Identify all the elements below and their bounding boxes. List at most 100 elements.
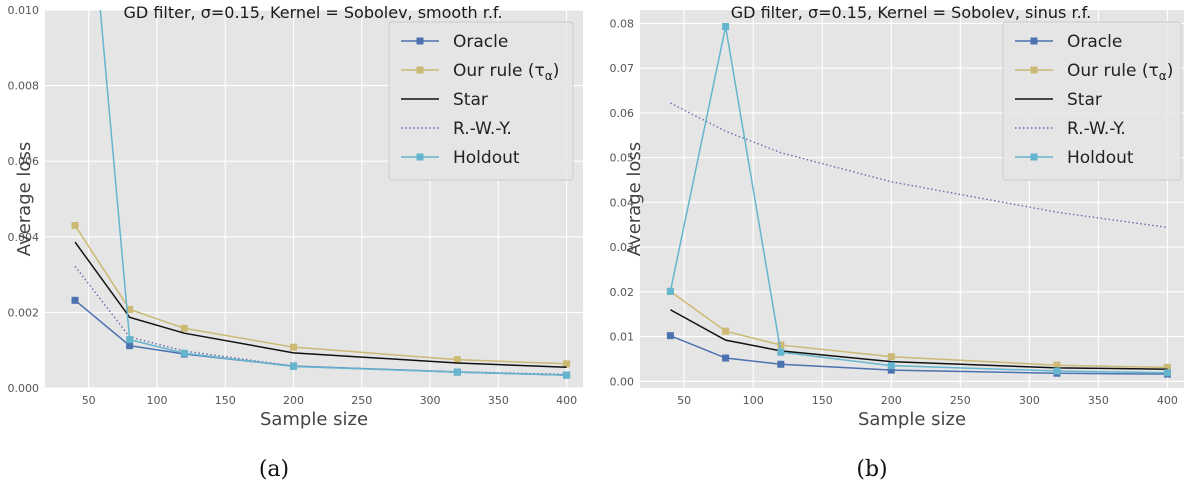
data-point <box>290 362 298 370</box>
x-axis-label: Sample size <box>858 409 966 430</box>
data-point <box>887 362 895 370</box>
x-tick-label: 400 <box>1157 394 1178 407</box>
series-line-star <box>74 241 567 368</box>
legend-label: R.-W.-Y. <box>453 119 512 139</box>
legend-marker <box>416 66 424 74</box>
chart-b: 50 100 150 200 250 300 350 400 0.00 0.01 0.02 0.03 0… <box>610 3 1184 482</box>
data-point <box>777 360 785 368</box>
x-tick-label: 200 <box>283 394 304 407</box>
data-point <box>563 371 571 379</box>
data-point <box>290 343 298 351</box>
y-tick-label: 0.006 <box>8 155 40 168</box>
y-tick-label: 0.08 <box>610 17 635 30</box>
data-point <box>563 360 571 368</box>
data-point <box>1053 367 1061 375</box>
y-tick-label: 0.010 <box>8 4 40 17</box>
x-tick-label: 250 <box>351 394 372 407</box>
y-tick-label: 0.06 <box>610 107 635 120</box>
legend-label: Oracle <box>1067 32 1122 52</box>
x-tick-label: 150 <box>215 394 236 407</box>
y-tick-label: 0.02 <box>610 286 635 299</box>
x-tick-label: 150 <box>812 394 833 407</box>
series-line-oracle <box>670 334 1168 375</box>
y-tick-label: 0.04 <box>610 196 635 209</box>
legend: Oracle Our rule (τα) Star R.-W.-Y. Holdout <box>388 21 574 181</box>
data-point <box>180 349 188 357</box>
data-point <box>1053 361 1061 369</box>
y-axis-label: Average loss <box>14 142 35 256</box>
series-group <box>71 10 571 379</box>
data-point <box>777 348 785 356</box>
series-line-star <box>670 309 1168 370</box>
legend-marker <box>416 153 424 161</box>
legend: Oracle Our rule (τα) Star R.-W.-Y. Holdout <box>1002 21 1182 181</box>
data-point <box>666 287 674 295</box>
chart-title: GD filter, σ=0.15, Kernel = Sobolev, smo… <box>124 3 503 22</box>
x-tick-label: 100 <box>743 394 764 407</box>
data-point <box>126 336 134 344</box>
y-tick-label: 0.002 <box>8 306 40 319</box>
series-line-holdout <box>99 10 567 376</box>
data-point <box>71 296 79 304</box>
chart-title: GD filter, σ=0.15, Kernel = Sobolev, sin… <box>731 3 1091 22</box>
x-tick-label: 200 <box>881 394 902 407</box>
data-point <box>453 368 461 376</box>
legend-label: Our rule (τα) <box>1067 61 1173 83</box>
x-tick-label: 350 <box>488 394 509 407</box>
legend-label: Oracle <box>453 32 508 52</box>
data-point <box>1163 363 1171 371</box>
legend-label: Star <box>1067 90 1102 110</box>
figure-caption: (a) <box>259 457 289 482</box>
legend-box <box>388 21 574 181</box>
y-axis-label: Average loss <box>624 142 645 256</box>
data-point <box>180 324 188 332</box>
y-tick-label: 0.000 <box>8 382 40 395</box>
legend-label: Holdout <box>453 148 520 168</box>
x-tick-label: 50 <box>677 394 691 407</box>
data-point <box>887 366 895 374</box>
data-point <box>722 327 730 335</box>
y-tick-label: 0.00 <box>610 375 635 388</box>
y-tick-label: 0.07 <box>610 62 635 75</box>
data-point <box>1163 369 1171 377</box>
x-tick-label: 50 <box>82 394 96 407</box>
series-line-holdout <box>669 26 1168 374</box>
x-tick-label: 250 <box>950 394 971 407</box>
series-group <box>666 23 1171 378</box>
legend-marker <box>416 37 424 45</box>
data-point <box>126 342 134 350</box>
series-line-r-w-y <box>74 265 567 376</box>
y-tick-label: 0.05 <box>610 152 635 165</box>
legend-marker <box>1030 37 1038 45</box>
figure-caption: (b) <box>856 457 887 482</box>
data-point <box>887 353 895 361</box>
data-point <box>722 23 730 31</box>
y-tick-label: 0.03 <box>610 241 635 254</box>
legend-marker <box>1030 66 1038 74</box>
x-tick-label: 300 <box>420 394 441 407</box>
data-point <box>453 356 461 364</box>
x-tick-label: 300 <box>1019 394 1040 407</box>
data-point <box>777 341 785 349</box>
series-line-our-rule <box>74 225 567 365</box>
x-tick-label: 400 <box>556 394 577 407</box>
legend-label: Star <box>453 90 488 110</box>
data-point <box>126 305 134 313</box>
series-line-our-rule <box>669 290 1168 369</box>
x-tick-label: 100 <box>146 394 167 407</box>
y-tick-label: 0.01 <box>610 331 635 344</box>
legend-label: Holdout <box>1067 148 1134 168</box>
legend-label: Our rule (τα) <box>453 61 559 83</box>
data-point <box>71 221 79 229</box>
data-point <box>722 354 730 362</box>
legend-marker <box>1030 153 1038 161</box>
x-tick-label: 350 <box>1088 394 1109 407</box>
legend-box <box>1002 21 1182 181</box>
legend-label: R.-W.-Y. <box>1067 119 1126 139</box>
x-axis-label: Sample size <box>260 409 368 430</box>
chart-a: 50 100 150 200 250 300 350 400 0.000 0.002 0.004 0.… <box>8 3 583 482</box>
y-tick-label: 0.008 <box>8 80 40 93</box>
y-tick-label: 0.004 <box>8 231 40 244</box>
data-point <box>666 332 674 340</box>
